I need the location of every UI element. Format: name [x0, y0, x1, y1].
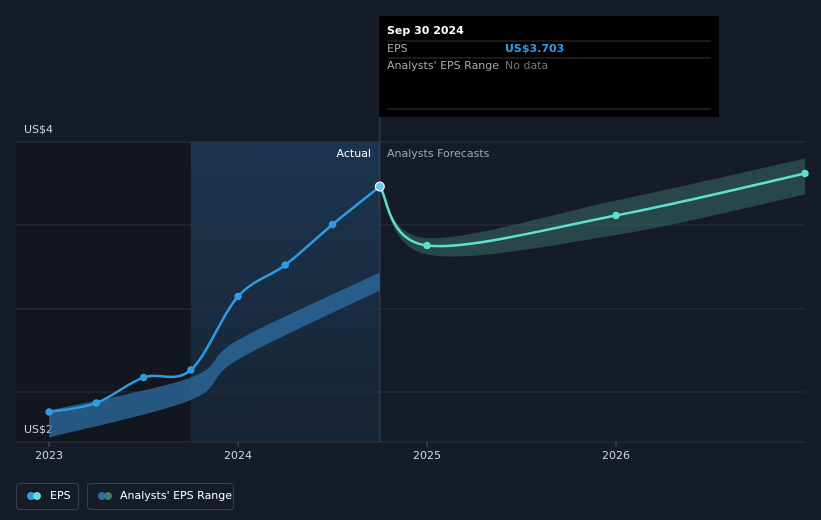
point: [281, 261, 290, 269]
legend-swatch: [33, 492, 41, 500]
point: [187, 366, 195, 374]
tooltip-box: [379, 16, 719, 117]
line: [48, 185, 381, 414]
point: [139, 373, 148, 382]
legend-swatch: [104, 492, 112, 500]
x-tick-label: 2024: [224, 449, 252, 462]
y-tick-label: US$4: [24, 123, 53, 136]
tooltip-value: No data: [505, 59, 548, 72]
point-highlight: [374, 181, 385, 192]
plot: [45, 117, 809, 442]
point: [234, 292, 242, 301]
line: [378, 172, 806, 248]
tooltip-label: Analysts' EPS Range: [387, 59, 499, 72]
annotation: Analysts Forecasts: [387, 147, 490, 160]
point: [801, 169, 809, 178]
tooltip-value: US$3.703: [505, 42, 564, 55]
x-tick-label: 2023: [35, 449, 63, 462]
legend-item[interactable]: [87, 483, 234, 510]
legend-item[interactable]: [16, 483, 79, 510]
tooltip: Sep 30 2024 EPS US$3.703 Analysts' EPS R…: [379, 16, 719, 117]
legend-swatch: [27, 492, 35, 500]
point: [423, 241, 431, 250]
x-tick-label: 2026: [602, 449, 630, 462]
range-band: [379, 158, 805, 257]
tooltip-label: EPS: [387, 42, 408, 55]
point: [612, 211, 620, 220]
point: [45, 408, 53, 416]
point: [92, 399, 101, 407]
legend: EPS Analysts' EPS Range: [27, 489, 232, 502]
x-tick-label: 2025: [413, 449, 441, 462]
legend-label: Analysts' EPS Range: [120, 489, 232, 502]
range-band: [49, 272, 380, 438]
tooltip-date: Sep 30 2024: [387, 24, 464, 37]
point: [328, 220, 337, 229]
legend-label: EPS: [50, 489, 71, 502]
annotation: Actual: [337, 147, 371, 160]
legend-swatch: [98, 492, 106, 500]
y-tick-label: US$2: [24, 423, 53, 436]
